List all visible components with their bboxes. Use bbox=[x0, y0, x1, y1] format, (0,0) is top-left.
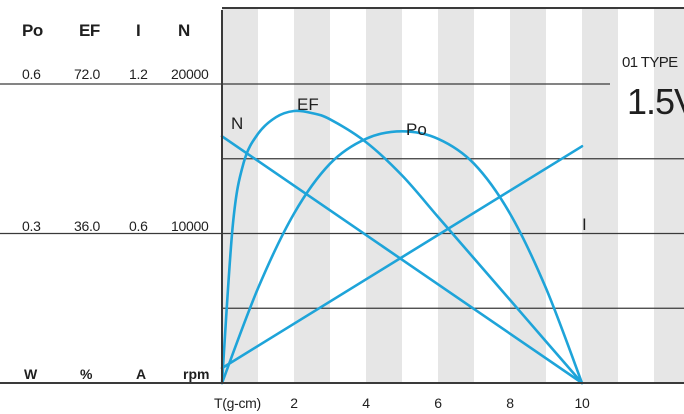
scale-mid-ef: 36.0 bbox=[74, 218, 101, 234]
unit-i: A bbox=[136, 366, 146, 382]
header-i: I bbox=[136, 21, 140, 40]
series-line-n bbox=[220, 135, 584, 385]
unit-n: rpm bbox=[183, 366, 209, 382]
series-line-po bbox=[220, 129, 584, 385]
stripe bbox=[654, 9, 684, 383]
series-line-ef bbox=[220, 109, 584, 385]
header-ef: EF bbox=[79, 21, 100, 40]
stripe bbox=[294, 9, 330, 383]
stripe bbox=[222, 9, 258, 383]
stripe bbox=[582, 9, 618, 383]
x-tick-labels: 2 4 6 8 10 bbox=[290, 395, 590, 411]
series-line-i bbox=[220, 145, 584, 370]
scale-top-ef: 72.0 bbox=[74, 66, 101, 82]
header-po: Po bbox=[22, 21, 43, 40]
unit-ef: % bbox=[80, 366, 93, 382]
unit-po: W bbox=[24, 366, 38, 382]
scale-top-po: 0.6 bbox=[22, 66, 41, 82]
x-axis-label: T(g-cm) bbox=[214, 395, 261, 411]
x-tick-label: 4 bbox=[362, 395, 370, 411]
scale-top-n: 20000 bbox=[171, 66, 209, 82]
header-n: N bbox=[178, 21, 190, 40]
curve-label-i: I bbox=[582, 215, 587, 234]
stripe bbox=[510, 9, 546, 383]
x-tick-label: 10 bbox=[575, 395, 590, 411]
scale-top-i: 1.2 bbox=[129, 66, 148, 82]
stripe bbox=[366, 9, 402, 383]
model-type: 01 TYPE bbox=[622, 54, 678, 71]
x-tick-label: 2 bbox=[290, 395, 298, 411]
curve-label-ef: EF bbox=[297, 95, 319, 114]
scale-mid-po: 0.3 bbox=[22, 218, 41, 234]
curve-label-po: Po bbox=[406, 120, 427, 139]
x-tick-label: 6 bbox=[434, 395, 442, 411]
scale-mid-i: 0.6 bbox=[129, 218, 148, 234]
model-voltage: 1.5V bbox=[627, 81, 684, 122]
x-tick-label: 8 bbox=[506, 395, 514, 411]
curve-label-n: N bbox=[231, 114, 243, 133]
scale-mid-n: 10000 bbox=[171, 218, 209, 234]
curve-layer bbox=[220, 109, 584, 385]
stripe bbox=[438, 9, 474, 383]
horizontal-grid bbox=[0, 83, 684, 309]
